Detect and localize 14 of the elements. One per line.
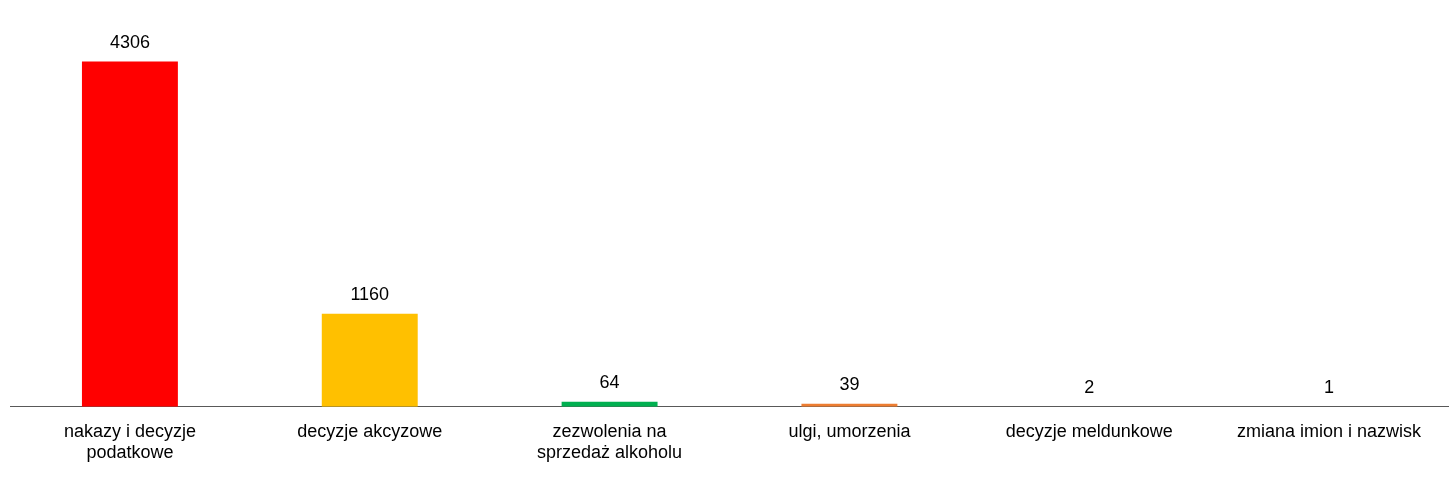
x-tick-label: decyzje meldunkowe <box>1005 420 1173 441</box>
bar <box>81 61 178 407</box>
bar <box>321 313 418 407</box>
x-tick-label: zmiana imion i nazwisk <box>1237 420 1423 441</box>
data-label: 1160 <box>350 283 390 304</box>
x-tick-label: decyzje akcyzowe <box>297 420 443 441</box>
data-label: 39 <box>839 373 860 394</box>
data-label: 4306 <box>109 31 150 52</box>
x-tick-label: ulgi, umorzenia <box>788 420 912 441</box>
data-label: 64 <box>599 371 620 392</box>
x-tick-label: zezwolenia na sprzedaż alkoholu <box>537 420 683 463</box>
data-label: 1 <box>1324 376 1335 397</box>
x-tick-label: nakazy i decyzje podatkowe <box>63 420 196 463</box>
data-label: 2 <box>1084 376 1095 397</box>
